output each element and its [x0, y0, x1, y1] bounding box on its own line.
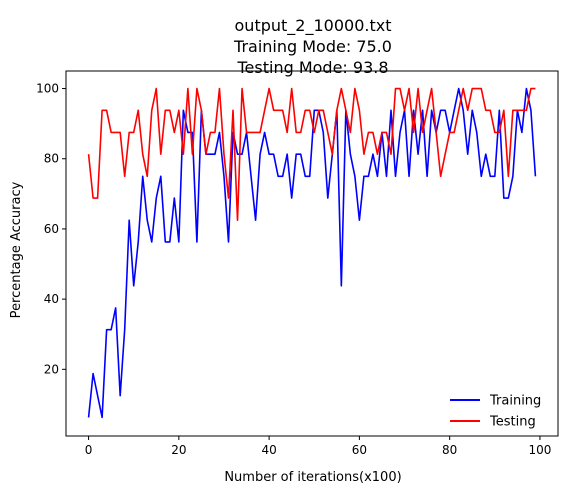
- title-line-2: Training Mode: 75.0: [233, 37, 392, 56]
- series-line-training: [87, 87, 537, 419]
- y-tick-label: 100: [36, 82, 59, 96]
- title-line-1: output_2_10000.txt: [235, 16, 392, 36]
- legend: Training Testing: [450, 394, 541, 430]
- axis-ticks: 0 20 40 60 80 100 20 40 60 80 100: [36, 82, 551, 457]
- y-tick-label: 40: [44, 292, 59, 306]
- title-line-3: Testing Mode: 93.8: [236, 58, 388, 77]
- x-tick-label: 0: [85, 443, 93, 457]
- x-tick-label: 100: [528, 443, 551, 457]
- chart-title: output_2_10000.txt Training Mode: 75.0 T…: [233, 16, 392, 77]
- plot-area-frame: [65, 70, 559, 437]
- y-axis-label: Percentage Accuracy: [9, 181, 24, 318]
- x-axis-label: Number of iterations(x100): [224, 470, 401, 485]
- y-tick-label: 20: [44, 362, 59, 376]
- x-tick-label: 80: [442, 443, 457, 457]
- legend-label-training: Training: [489, 394, 541, 409]
- legend-label-testing: Testing: [489, 415, 536, 430]
- series-lines: [87, 87, 537, 419]
- x-tick-label: 20: [171, 443, 186, 457]
- x-tick-label: 60: [352, 443, 367, 457]
- y-tick-label: 60: [44, 222, 59, 236]
- x-tick-label: 40: [261, 443, 276, 457]
- series-line-testing: [87, 87, 536, 221]
- y-tick-label: 80: [44, 152, 59, 166]
